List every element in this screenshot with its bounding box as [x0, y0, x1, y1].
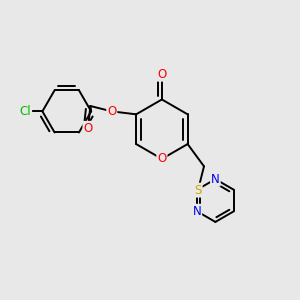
Text: Cl: Cl [20, 105, 31, 118]
Text: O: O [157, 152, 167, 165]
Text: N: N [193, 205, 201, 218]
Text: O: O [83, 122, 93, 135]
Text: O: O [107, 105, 116, 118]
Text: N: N [211, 172, 220, 186]
Text: S: S [194, 184, 202, 196]
Text: O: O [157, 68, 167, 81]
